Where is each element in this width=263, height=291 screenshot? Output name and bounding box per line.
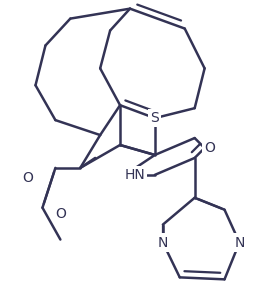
Text: N: N xyxy=(158,235,168,250)
Text: N: N xyxy=(234,235,245,250)
Text: O: O xyxy=(55,207,66,221)
Text: O: O xyxy=(204,141,215,155)
Text: HN: HN xyxy=(125,168,145,182)
Text: S: S xyxy=(150,111,159,125)
Text: O: O xyxy=(22,171,33,185)
